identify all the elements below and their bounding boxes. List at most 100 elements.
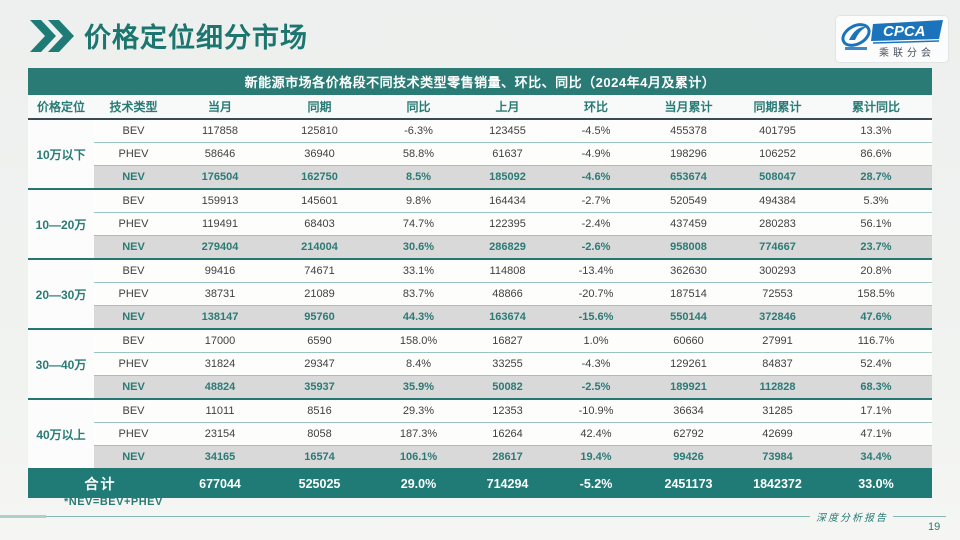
value-cell: -2.7% — [550, 189, 642, 213]
table-row: NEV 279404 214004 30.6% 286829 -2.6% 958008 774… — [28, 235, 932, 260]
value-cell: 5.3% — [820, 189, 932, 213]
value-cell: -6.3% — [372, 119, 465, 143]
value-cell: 455378 — [642, 119, 735, 143]
value-cell: 28617 — [465, 445, 550, 470]
value-cell: 52.4% — [820, 352, 932, 376]
value-cell: 42.4% — [550, 422, 642, 446]
value-cell: 8516 — [267, 399, 372, 423]
table-row: 20—30万 BEV 99416 74671 33.1% 114808 -13.4% 3626… — [28, 259, 932, 330]
price-segment-label: 20—30万 — [28, 259, 94, 330]
cpca-logo: CPCA 乘联分会 — [836, 16, 948, 62]
cpca-banner: CPCA — [871, 20, 943, 44]
tech-type-cell: PHEV — [94, 212, 173, 236]
footnote: *NEV=BEV+PHEV — [64, 496, 163, 508]
value-cell: 1.0% — [550, 329, 642, 353]
tech-type-cell: BEV — [94, 189, 173, 213]
table-row: 40万以上 BEV 11011 8516 29.3% 12353 -10.9% 36634 31… — [28, 399, 932, 470]
value-cell: 362630 — [642, 259, 735, 283]
value-cell: -15.6% — [550, 305, 642, 330]
value-cell: 8.5% — [372, 165, 465, 190]
value-cell: 279404 — [173, 235, 267, 260]
value-cell: 28.7% — [820, 165, 932, 190]
value-cell: 35937 — [267, 375, 372, 400]
double-chevron-icon — [30, 19, 74, 52]
value-cell: 300293 — [735, 259, 820, 283]
value-cell: 48866 — [465, 282, 550, 306]
value-cell: 16264 — [465, 422, 550, 446]
value-cell: 42699 — [735, 422, 820, 446]
value-cell: 47.6% — [820, 305, 932, 330]
price-segment-label: 30—40万 — [28, 329, 94, 400]
value-cell: 50082 — [465, 375, 550, 400]
value-cell: 30.6% — [372, 235, 465, 260]
value-cell: 68.3% — [820, 375, 932, 400]
footer-accent-line — [0, 515, 46, 518]
value-cell: 84837 — [735, 352, 820, 376]
tech-type-cell: BEV — [94, 259, 173, 283]
table-row: NEV 48824 35937 35.9% 50082 -2.5% 189921 112828… — [28, 375, 932, 400]
value-cell: 8.4% — [372, 352, 465, 376]
cpca-logo-graphic: CPCA 乘联分会 — [841, 20, 943, 59]
footer-line-left — [46, 516, 810, 517]
value-cell: 550144 — [642, 305, 735, 330]
total-value-cell: 714294 — [465, 469, 550, 498]
value-cell: 6590 — [267, 329, 372, 353]
table-row: PHEV 23154 8058 187.3% 16264 42.4% 62792 42699 4… — [28, 422, 932, 446]
value-cell: 106.1% — [372, 445, 465, 470]
value-cell: 74671 — [267, 259, 372, 283]
tech-type-cell: NEV — [94, 165, 173, 190]
value-cell: 13.3% — [820, 119, 932, 143]
table-header-row: 价格定位 技术类型 当月 同期 同比 上月 环比 当月累计 同期累计 累计同比 — [28, 95, 932, 120]
value-cell: -2.5% — [550, 375, 642, 400]
tech-type-cell: BEV — [94, 329, 173, 353]
value-cell: -4.3% — [550, 352, 642, 376]
swoosh-emblem — [841, 23, 871, 50]
value-cell: 12353 — [465, 399, 550, 423]
value-cell: 286829 — [465, 235, 550, 260]
column-header: 当月累计 — [642, 95, 735, 120]
page-number: 19 — [928, 521, 941, 533]
value-cell: 72553 — [735, 282, 820, 306]
value-cell: 158.0% — [372, 329, 465, 353]
value-cell: 34.4% — [820, 445, 932, 470]
value-cell: 74.7% — [372, 212, 465, 236]
value-cell: -4.5% — [550, 119, 642, 143]
tech-type-cell: BEV — [94, 399, 173, 423]
value-cell: -4.6% — [550, 165, 642, 190]
value-cell: 189921 — [642, 375, 735, 400]
value-cell: 520549 — [642, 189, 735, 213]
value-cell: -20.7% — [550, 282, 642, 306]
value-cell: 214004 — [267, 235, 372, 260]
footer-report-label: 深度分析报告 — [816, 513, 888, 524]
value-cell: 138147 — [173, 305, 267, 330]
total-value-cell: 525025 — [267, 469, 372, 498]
value-cell: 62792 — [642, 422, 735, 446]
value-cell: 508047 — [735, 165, 820, 190]
value-cell: 36940 — [267, 142, 372, 166]
tech-type-cell: NEV — [94, 235, 173, 260]
value-cell: -10.9% — [550, 399, 642, 423]
tech-type-cell: PHEV — [94, 282, 173, 306]
value-cell: 38731 — [173, 282, 267, 306]
total-value-cell: -5.2% — [550, 469, 642, 498]
total-value-cell: 1842372 — [735, 469, 820, 498]
value-cell: 68403 — [267, 212, 372, 236]
value-cell: 198296 — [642, 142, 735, 166]
value-cell: 958008 — [642, 235, 735, 260]
total-value-cell: 29.0% — [372, 469, 465, 498]
logo-subtitle: 乘联分会 — [879, 46, 935, 59]
column-header: 价格定位 — [28, 95, 94, 120]
value-cell: 162750 — [267, 165, 372, 190]
value-cell: -2.4% — [550, 212, 642, 236]
value-cell: 29.3% — [372, 399, 465, 423]
total-value-cell: 677044 — [173, 469, 267, 498]
table-total-row: 合计 677044 525025 29.0% 714294 -5.2% 2451173 184… — [28, 469, 932, 498]
value-cell: 117858 — [173, 119, 267, 143]
tech-type-cell: NEV — [94, 375, 173, 400]
value-cell: 123455 — [465, 119, 550, 143]
total-value-cell: 2451173 — [642, 469, 735, 498]
value-cell: 116.7% — [820, 329, 932, 353]
value-cell: 187.3% — [372, 422, 465, 446]
total-label: 合计 — [28, 469, 173, 498]
price-segment-label: 10万以下 — [28, 119, 94, 190]
